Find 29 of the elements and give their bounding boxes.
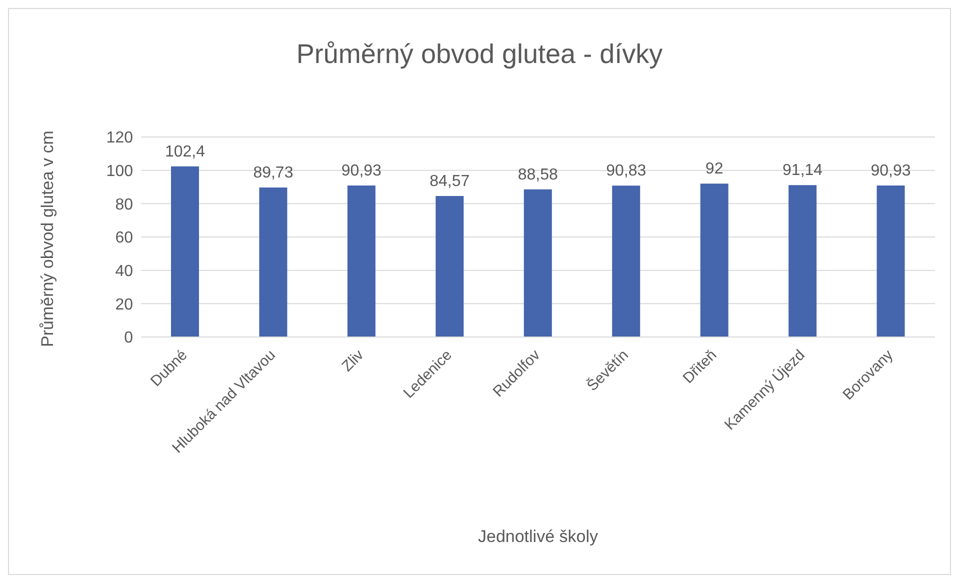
y-tick-label: 120: [106, 130, 134, 147]
bar: [700, 184, 728, 337]
data-label: 90,93: [870, 162, 911, 180]
bar: [876, 185, 905, 337]
y-axis-title: Průměrný obvod glutea v cm: [38, 130, 58, 347]
y-tick-label: 100: [106, 163, 134, 180]
chart-title: Průměrný obvod glutea - dívky: [295, 39, 664, 70]
bar: [788, 185, 817, 337]
y-tick-label: 80: [115, 196, 134, 214]
data-label: 90,83: [606, 162, 646, 180]
data-label: 89,73: [253, 164, 294, 182]
x-tick-label: Zliv: [338, 346, 368, 376]
y-tick-label: 20: [115, 296, 134, 314]
data-label: 90,93: [341, 162, 382, 180]
bar: [170, 166, 199, 337]
bar: [259, 187, 288, 337]
data-label: 92: [705, 160, 724, 178]
data-label: 84,57: [430, 173, 470, 190]
bar: [436, 196, 464, 337]
data-label: 88,58: [518, 166, 558, 184]
x-axis-title: Jednotlivé školy: [478, 527, 598, 546]
bar: [524, 189, 552, 337]
y-tick-label: 40: [115, 263, 134, 280]
y-tick-label: 0: [124, 330, 134, 347]
data-label: 91,14: [782, 162, 823, 180]
bar: [347, 185, 376, 337]
y-tick-label: 60: [115, 230, 134, 247]
bar: [612, 186, 640, 337]
data-label: 102,4: [164, 143, 206, 160]
